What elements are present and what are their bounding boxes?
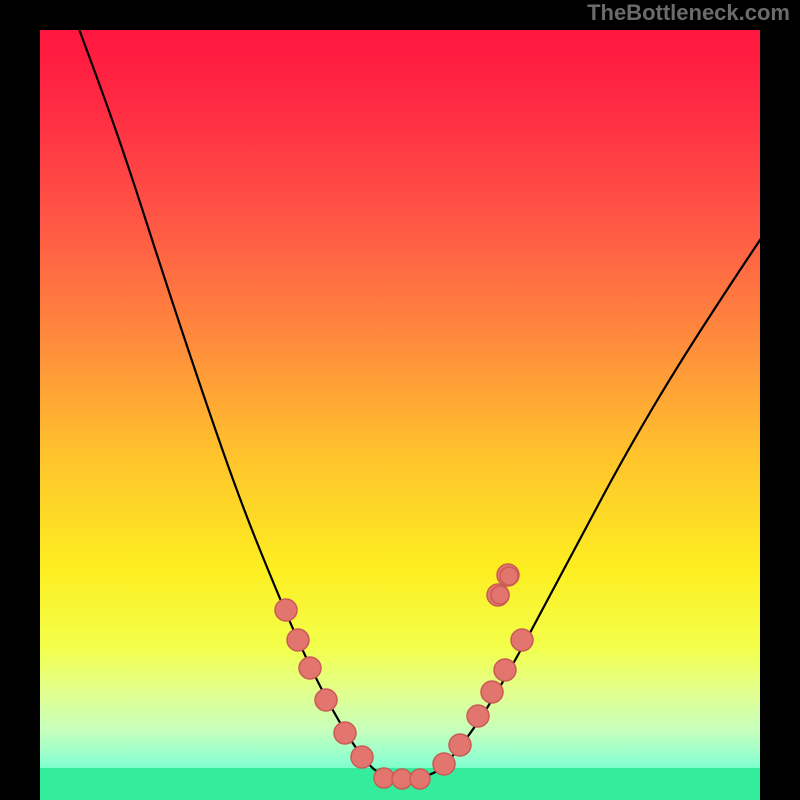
gradient-background <box>40 30 760 800</box>
data-marker <box>500 567 518 585</box>
data-marker <box>449 734 471 756</box>
data-marker <box>351 746 373 768</box>
data-marker <box>299 657 321 679</box>
data-marker <box>467 705 489 727</box>
data-marker <box>315 689 337 711</box>
data-marker <box>275 599 297 621</box>
data-marker <box>433 753 455 775</box>
data-marker <box>392 769 412 789</box>
border-right <box>760 0 800 800</box>
data-marker <box>334 722 356 744</box>
border-left <box>0 0 40 800</box>
data-marker <box>410 769 430 789</box>
bottleneck-chart <box>0 0 800 800</box>
watermark-text: TheBottleneck.com <box>587 0 790 26</box>
data-marker <box>481 681 503 703</box>
data-marker <box>287 629 309 651</box>
chart-container: TheBottleneck.com <box>0 0 800 800</box>
data-marker <box>491 586 509 604</box>
data-marker <box>374 768 394 788</box>
data-marker <box>511 629 533 651</box>
data-marker <box>494 659 516 681</box>
